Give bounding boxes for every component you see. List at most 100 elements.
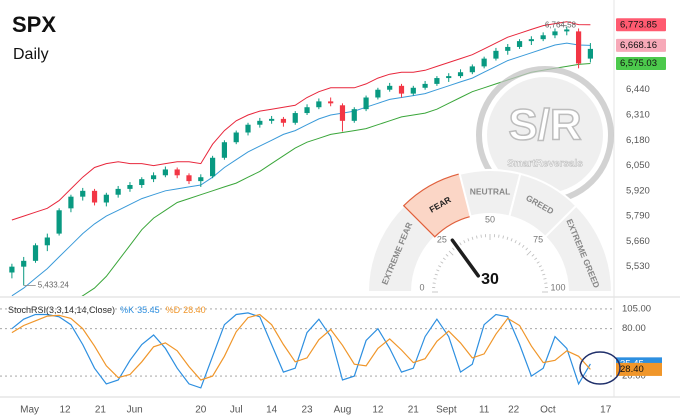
candle-body: [469, 66, 475, 73]
x-tick-label: 12: [59, 405, 71, 416]
gauge-segment-label: NEUTRAL: [470, 186, 511, 196]
candle-body: [422, 83, 428, 88]
candle-body: [233, 132, 239, 143]
candle-body: [351, 109, 357, 121]
gauge-dial-tick: [506, 236, 509, 240]
y-tick-label: 6,180: [626, 135, 650, 146]
gauge-dial-tick: [448, 250, 454, 256]
candle-body: [9, 266, 15, 273]
y-tick-label: 5,530: [626, 261, 650, 272]
gauge-dial-tick: [471, 236, 474, 240]
legend-name: %K: [120, 305, 134, 315]
gauge-dial-tick: [434, 273, 438, 276]
candle-body: [198, 177, 204, 182]
candle-body: [44, 237, 50, 246]
candle-body: [552, 31, 558, 36]
gauge-dial-tick: [518, 242, 521, 246]
legend-value: 35.45: [137, 305, 160, 315]
gauge-tick-label: 100: [550, 282, 565, 292]
chart-subtitle: Daily: [13, 46, 49, 63]
candle-body: [339, 105, 346, 121]
candle-body: [21, 260, 27, 267]
candle-body: [587, 48, 593, 59]
x-tick-label: 14: [266, 405, 278, 416]
series-line: [11, 312, 591, 389]
gauge-dial-tick: [540, 269, 544, 272]
candle-body: [516, 41, 523, 47]
gauge-dial-tick: [467, 238, 470, 242]
candle-body: [245, 124, 251, 133]
candle-body: [257, 120, 263, 125]
candle-body: [375, 89, 381, 98]
last-value-label: 28.40: [620, 364, 644, 375]
low-label: 5,433.24: [38, 281, 70, 290]
last-value-box: [616, 362, 662, 376]
x-tick-label: 22: [508, 405, 520, 416]
candle-body: [540, 35, 546, 40]
candle-body: [80, 190, 86, 197]
candle-body: [115, 188, 121, 195]
candle-body: [446, 76, 452, 79]
candle-body: [174, 169, 180, 176]
gauge-tick-label: 0: [419, 282, 424, 292]
gauge-dial-tick: [502, 235, 504, 239]
price-tag-label: 6,575.03: [620, 58, 657, 69]
gauge-dial-tick: [438, 265, 442, 268]
gauge-dial-tick: [514, 240, 517, 244]
candle-body: [434, 78, 440, 84]
candle-body: [457, 72, 464, 77]
x-tick-label: 20: [195, 405, 207, 416]
x-tick-label: 17: [600, 405, 612, 416]
gauge-dial-tick: [542, 273, 546, 276]
y-tick-label: 20.00: [622, 371, 646, 382]
logo-name: SmartReversals: [507, 159, 583, 170]
price-tag-label: 6,773.85: [620, 19, 657, 30]
x-tick-label: Jun: [127, 405, 143, 416]
gauge-dial-tick: [534, 257, 538, 260]
series-line: [11, 313, 591, 381]
gauge-value: 30: [481, 271, 499, 288]
gauge-dial-tick: [538, 265, 542, 268]
gauge-dial-tick: [476, 235, 478, 239]
candle-body: [56, 210, 62, 234]
candle-body: [91, 190, 98, 203]
y-tick-label: 80.00: [622, 323, 646, 334]
x-tick-label: May: [20, 405, 39, 416]
gauge-dial-tick: [536, 261, 540, 264]
candle-body: [493, 50, 499, 59]
x-tick-label: Sept: [436, 405, 457, 416]
x-tick-label: Jul: [230, 405, 243, 416]
x-tick-label: 12: [372, 405, 384, 416]
candle-body: [292, 113, 298, 123]
x-tick-label: 11: [479, 405, 490, 416]
gauge-tick-label: 75: [533, 234, 543, 244]
gauge-needle: [450, 238, 480, 278]
y-tick-label: 5,790: [626, 211, 650, 222]
gauge-dial-tick: [452, 247, 455, 251]
gauge-dial-tick: [510, 238, 513, 242]
candle-body: [32, 245, 39, 261]
candle-body: [68, 196, 74, 209]
candle-body: [363, 97, 369, 110]
y-tick-label: 105.00: [622, 303, 651, 314]
gauge-dial-tick: [433, 278, 437, 280]
candle-body: [481, 58, 487, 67]
candle-body: [410, 87, 416, 94]
watermark: S/R SmartReversals: [476, 66, 614, 204]
gauge-segment: [543, 204, 614, 293]
gauge-dial-tick: [531, 254, 535, 257]
candle-body: [528, 39, 534, 42]
gauge-dial-tick: [442, 257, 446, 260]
logo-disc: [487, 77, 603, 193]
logo-mark: S/R: [508, 101, 581, 150]
candle-body: [103, 194, 109, 203]
gauge-dial-tick: [459, 242, 462, 246]
chart-title: SPX: [12, 12, 56, 37]
x-tick-label: Oct: [540, 405, 556, 416]
series-line: [81, 63, 591, 296]
price-tag: [616, 18, 666, 32]
indicator-header: StochRSI(3,3,14,14,Close) %K 35.45 %D 28.40: [8, 305, 206, 315]
candle-body: [150, 175, 157, 180]
x-tick-label: 21: [95, 405, 107, 416]
